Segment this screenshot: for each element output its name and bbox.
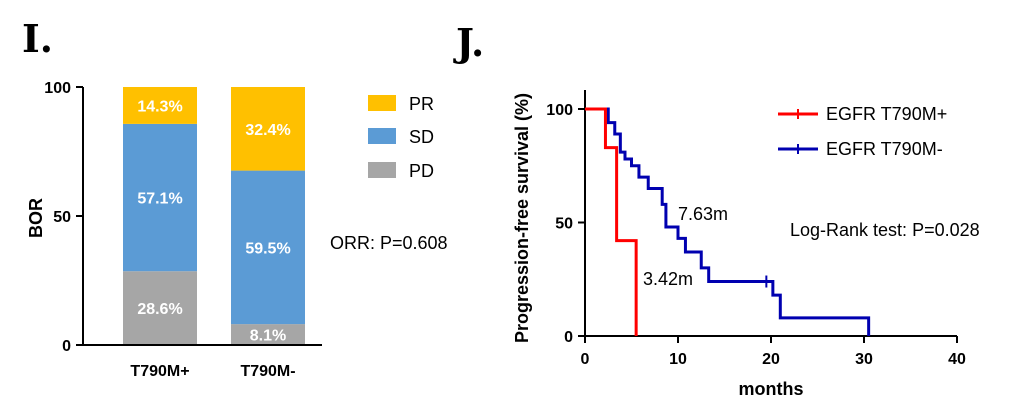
x-tick-label: 10 [669,351,687,368]
data-label: 14.3% [137,98,182,115]
data-label: 8.1% [250,328,286,345]
x-tick-label: 20 [762,351,780,368]
legend-label-t790m-neg: EGFR T790M- [826,139,943,159]
legend-label-t790m-pos: EGFR T790M+ [826,104,947,124]
y-tick-label: 50 [53,209,71,226]
bar-segment-pd-t790m-neg [231,324,305,345]
km-curve-t790m-neg [585,107,871,336]
x-tick-label: 0 [581,351,590,368]
y-tick-label: 50 [555,216,573,233]
panel-j-label: J. [453,20,484,65]
median-pfs-t790m-pos: 3.42m [643,269,693,289]
x-tick-label: 40 [948,351,966,368]
y-tick-label: 0 [62,338,71,355]
panel-j-y-axis-title: Progression-free survival (%) [512,93,532,343]
data-label: 32.4% [245,122,290,139]
y-tick-label: 100 [44,80,71,97]
data-label: 28.6% [137,301,182,318]
bar-segment-sd-t790m-neg [231,170,305,325]
panel-i: I. BOR 0 50 100 T790M+ T790M- 28.6% 57.1% 14.3… [22,16,448,380]
orr-p-value: ORR: P=0.608 [330,233,448,253]
y-tick-label: 0 [564,329,573,346]
bar-segment-sd-t790m-pos [123,123,197,272]
km-curve-t790m-pos [585,107,638,336]
legend-label-sd: SD [409,127,434,147]
bar-segment-pr-t790m-pos [123,87,197,124]
legend-label-pd: PD [409,161,434,181]
x-tick-label: T790M+ [130,363,189,380]
data-label: 57.1% [137,191,182,208]
bar-segment-pr-t790m-neg [231,87,305,171]
legend-label-pr: PR [409,94,434,114]
log-rank-p-value: Log-Rank test: P=0.028 [790,220,980,240]
data-label: 59.5% [245,240,290,257]
panel-j: J. Progression-free survival (%) months … [453,20,980,399]
panel-i-y-axis-title: BOR [26,198,46,238]
y-tick-label: 100 [546,102,573,119]
bar-segment-pd-t790m-pos [123,271,197,345]
panel-j-x-axis-title: months [739,379,804,399]
x-tick-label: 30 [855,351,873,368]
legend-swatch-sd [368,128,396,144]
legend-swatch-pr [368,95,396,111]
legend-swatch-pd [368,162,396,178]
x-tick-label: T790M- [240,363,295,380]
panel-i-label: I. [22,16,53,61]
median-pfs-t790m-neg: 7.63m [678,204,728,224]
